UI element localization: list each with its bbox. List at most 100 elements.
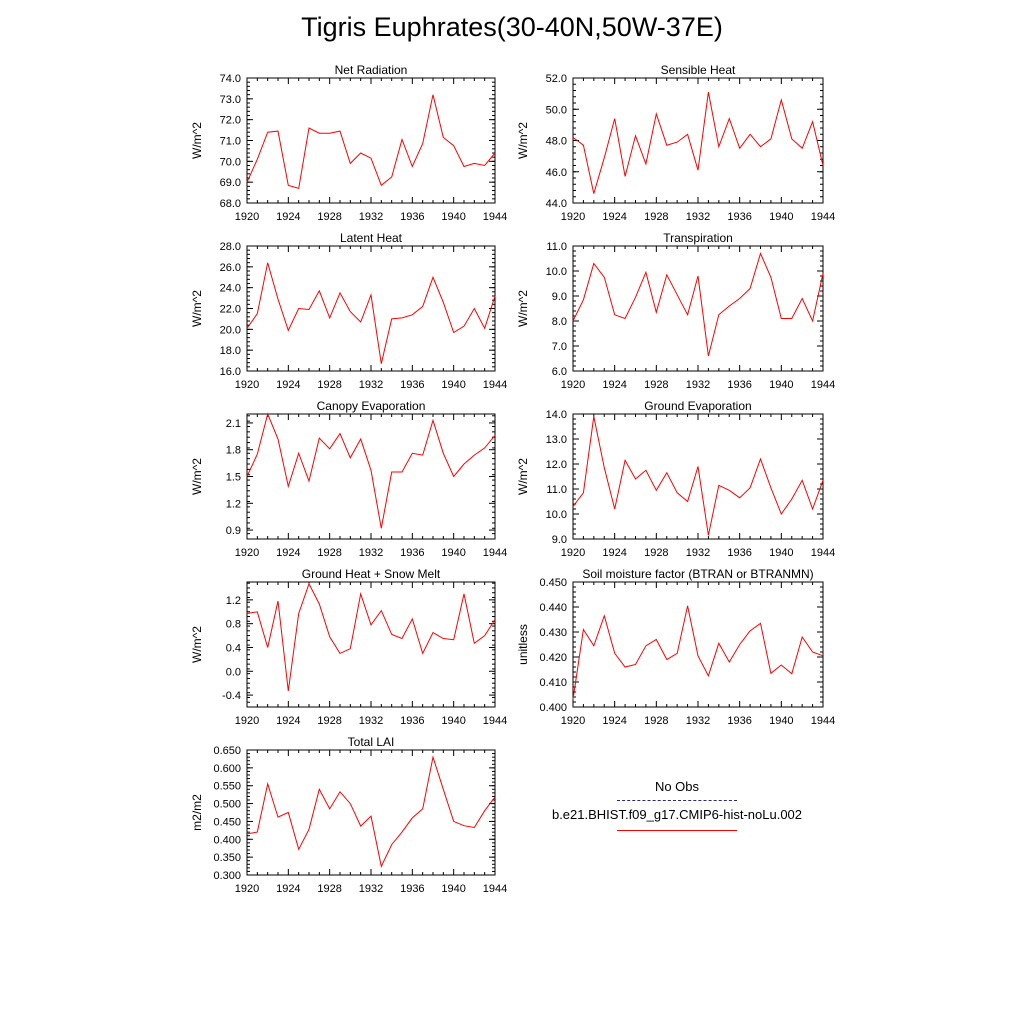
y-axis-label: W/m^2 [190,122,204,159]
x-tick-label: 1920 [561,715,585,727]
y-tick-label: 14.0 [546,409,567,421]
y-axis-label: W/m^2 [190,626,204,663]
x-tick-label: 1944 [483,547,507,559]
plot-frame [572,413,824,540]
x-tick-label: 1920 [235,211,259,223]
panel-title: Net Radiation [335,63,408,77]
chart-panel-0: Net Radiation W/m^2 1920 1924 1928 1932 1936 19… [190,63,507,223]
y-tick-label: 0.0 [226,666,241,678]
y-tick-label: 0.9 [226,525,241,537]
y-tick-label: 18.0 [220,345,241,357]
y-tick-label: 50.0 [546,104,567,116]
y-tick-label: 1.5 [226,472,241,484]
x-tick-label: 1936 [727,715,751,727]
x-tick-label: 1928 [317,547,341,559]
x-tick-label: 1940 [769,379,793,391]
y-tick-label: 22.0 [220,304,241,316]
x-tick-label: 1924 [602,379,626,391]
x-tick-label: 1940 [441,547,465,559]
y-tick-label: 0.410 [539,677,567,689]
series-line [572,605,824,700]
y-tick-label: 0.8 [226,619,241,631]
series-line [572,92,824,194]
plot-frame [246,413,496,540]
plot-frame [572,77,824,204]
x-tick-label: 1928 [317,379,341,391]
legend-obs-label: No Obs [654,779,700,794]
x-tick-label: 1940 [441,883,465,895]
y-axis-label: unitless [516,624,530,665]
y-tick-label: -0.4 [222,690,241,702]
x-tick-label: 1924 [276,379,300,391]
y-tick-label: 0.450 [213,816,241,828]
panel-title: Ground Heat + Snow Melt [302,567,441,581]
x-tick-label: 1924 [276,883,300,895]
series-line [246,262,496,364]
chart-panel-6: Ground Heat + Snow Melt W/m^2 1920 1924 1928… [190,567,507,727]
x-tick-label: 1936 [727,379,751,391]
y-tick-label: 12.0 [546,459,567,471]
x-tick-label: 1924 [276,211,300,223]
x-tick-label: 1944 [811,547,835,559]
y-tick-label: 7.0 [552,341,567,353]
panel-title: Transpiration [663,231,733,245]
chart-panel-2: Latent Heat W/m^2 1920 1924 1928 1932 1936 1940… [190,231,507,391]
x-tick-label: 1944 [483,715,507,727]
legend-obs-line [617,800,737,801]
x-tick-label: 1940 [441,211,465,223]
y-axis-label: W/m^2 [516,290,530,327]
x-tick-label: 1932 [359,547,383,559]
x-tick-label: 1920 [561,547,585,559]
y-tick-label: 13.0 [546,434,567,446]
y-tick-label: 74.0 [220,73,241,85]
y-tick-label: 9.0 [552,291,567,303]
y-tick-label: 16.0 [220,366,241,378]
x-tick-label: 1944 [483,211,507,223]
series-line [246,755,496,868]
plot-frame [572,581,824,708]
y-tick-label: 1.2 [226,595,241,607]
y-tick-label: 20.0 [220,324,241,336]
y-tick-label: 0.440 [539,602,567,614]
y-tick-label: 1.8 [226,445,241,457]
y-axis-label: W/m^2 [516,122,530,159]
y-tick-label: 1.2 [226,498,241,510]
y-tick-label: 71.0 [220,136,241,148]
y-tick-label: 0.300 [213,870,241,882]
x-tick-label: 1920 [561,379,585,391]
panel-title: Total LAI [348,735,395,749]
x-tick-label: 1928 [644,379,668,391]
y-tick-label: 10.0 [546,509,567,521]
x-tick-label: 1936 [400,211,424,223]
x-tick-label: 1944 [811,211,835,223]
chart-panel-8: Total LAI m2/m2 1920 1924 1928 1932 1936 1940 19… [190,735,507,895]
panel-title: Sensible Heat [661,63,736,77]
x-tick-label: 1920 [235,547,259,559]
series-line [246,582,496,691]
x-tick-label: 1928 [644,547,668,559]
y-tick-label: 44.0 [546,198,567,210]
y-tick-label: 0.4 [226,642,241,654]
y-tick-label: 0.550 [213,781,241,793]
y-tick-label: 69.0 [220,177,241,189]
y-tick-label: 9.0 [552,534,567,546]
x-tick-label: 1928 [317,211,341,223]
x-tick-label: 1932 [359,715,383,727]
y-tick-label: 0.650 [213,745,241,757]
y-tick-label: 68.0 [220,198,241,210]
y-tick-label: 11.0 [546,241,567,253]
series-line [246,94,496,190]
y-tick-label: 28.0 [220,241,241,253]
x-tick-label: 1920 [235,883,259,895]
legend-model-line [617,830,737,831]
plot-frame [246,749,496,876]
chart-panel-7: Soil moisture factor (BTRAN or BTRANMN) u… [516,567,835,727]
y-tick-label: 11.0 [546,484,567,496]
x-tick-label: 1932 [359,379,383,391]
y-axis-label: m2/m2 [190,794,204,831]
chart-panel-3: Transpiration W/m^2 1920 1924 1928 1932 1936 19… [516,231,835,391]
panel-title: Canopy Evaporation [317,399,426,413]
panel-title: Ground Evaporation [644,399,751,413]
x-tick-label: 1932 [686,379,710,391]
